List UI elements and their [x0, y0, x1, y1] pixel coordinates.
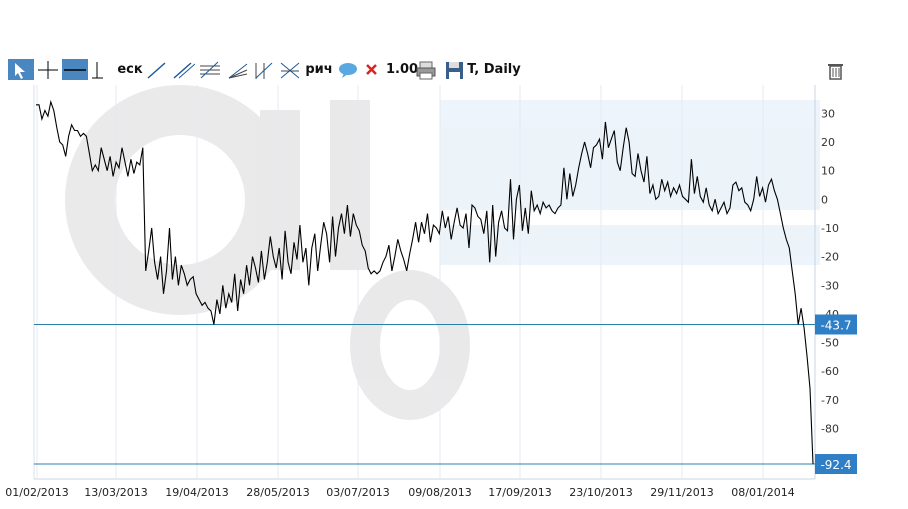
toolbar-pitchfork-button[interactable]: [252, 59, 276, 80]
printer-icon: [414, 59, 438, 81]
level-badge-label: -92.4: [820, 458, 851, 472]
toolbar-cursor-button[interactable]: [8, 59, 34, 80]
trend-line-icon: [145, 59, 169, 81]
speech-bubble-icon: [336, 59, 360, 81]
x-tick-label: 13/03/2013: [84, 486, 147, 499]
toolbar-text1-label: еск: [117, 62, 143, 77]
y-tick-label: -70: [821, 394, 839, 407]
channel-icon: [198, 59, 222, 81]
x-tick-label: 17/09/2013: [488, 486, 551, 499]
toolbar-text1-button[interactable]: еск: [112, 59, 148, 80]
pitchfork-icon: [252, 59, 276, 81]
chart-toolbar: еск рич 1.00 T, Daily: [0, 56, 852, 82]
toolbar-hline-button[interactable]: [62, 59, 88, 80]
horizontal-line-icon: [63, 59, 87, 81]
x-axis-labels: 01/02/2013 13/03/2013 19/04/2013 28/05/2013…: [5, 486, 794, 499]
toolbar-delete-button[interactable]: 1.00: [362, 59, 419, 81]
y-tick-label: -50: [821, 337, 839, 350]
y-tick-label: 10: [821, 165, 835, 178]
toolbar-print-button[interactable]: [414, 59, 438, 80]
y-tick-label: -20: [821, 251, 839, 264]
toolbar-comment-button[interactable]: [334, 59, 362, 80]
level-badge: [815, 314, 857, 335]
cursor-arrow-icon: [9, 59, 33, 81]
toolbar-text2-label: рич: [305, 62, 333, 77]
level-badge: [815, 454, 857, 475]
toolbar-gann-button[interactable]: [278, 59, 302, 80]
toolbar-ray-button[interactable]: [170, 59, 196, 80]
toolbar-text2-button[interactable]: рич: [302, 59, 336, 80]
x-tick-label: 08/01/2014: [731, 486, 794, 499]
toolbar-crosshair-button[interactable]: [34, 59, 62, 80]
x-tick-label: 19/04/2013: [165, 486, 228, 499]
x-mark-icon: [362, 59, 386, 81]
vertical-line-icon: [89, 59, 113, 81]
toolbar-channel-button[interactable]: [196, 59, 224, 80]
x-tick-label: 28/05/2013: [246, 486, 309, 499]
x-tick-label: 23/10/2013: [569, 486, 632, 499]
y-tick-label: 30: [821, 107, 835, 120]
crosshair-icon: [36, 59, 60, 81]
toolbar-delete-label: 1.00: [385, 62, 419, 77]
floppy-disk-icon: [443, 59, 467, 81]
y-tick-label: -30: [821, 279, 839, 292]
x-tick-label: 09/08/2013: [408, 486, 471, 499]
toolbar-trend-button[interactable]: [146, 59, 168, 80]
level-value-badges: -43.7 -92.4: [815, 314, 857, 475]
fan-icon: [226, 59, 250, 81]
toolbar-save-button[interactable]: T, Daily: [440, 59, 524, 80]
x-tick-label: 01/02/2013: [5, 486, 68, 499]
gann-icon: [278, 59, 302, 81]
x-tick-label: 03/07/2013: [326, 486, 389, 499]
price-series-line: [36, 99, 814, 465]
x-tick-label: 29/11/2013: [650, 486, 713, 499]
y-tick-label: 0: [821, 193, 828, 206]
toolbar-vline-button[interactable]: [92, 59, 110, 80]
y-tick-label: -80: [821, 423, 839, 436]
trash-icon: [824, 59, 848, 81]
chart-grid: [33, 85, 816, 480]
level-badge-label: -43.7: [820, 319, 851, 333]
horizontal-levels: [34, 324, 815, 465]
y-tick-label: -60: [821, 365, 839, 378]
y-tick-label: 20: [821, 136, 835, 149]
y-tick-label: -10: [821, 222, 839, 235]
toolbar-fan-button[interactable]: [226, 59, 250, 80]
oilstat-watermark: [65, 85, 820, 420]
delete-all-button[interactable]: [824, 59, 848, 80]
ray-line-icon: [171, 59, 195, 81]
toolbar-save-label: T, Daily: [467, 62, 521, 77]
